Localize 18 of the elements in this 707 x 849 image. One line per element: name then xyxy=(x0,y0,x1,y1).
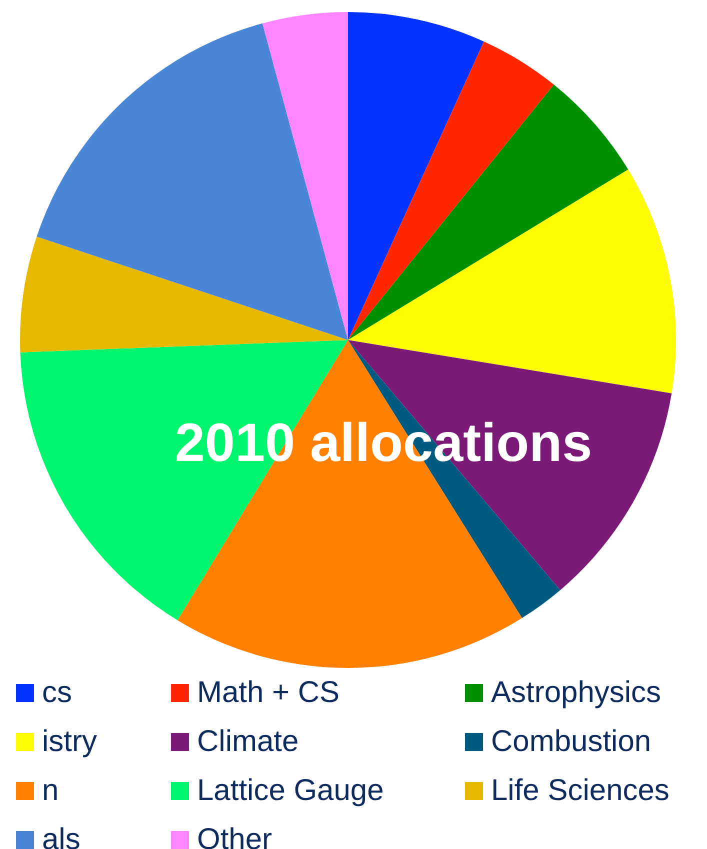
legend-label: Climate xyxy=(197,725,299,759)
pie-slice xyxy=(348,12,484,340)
legend-label: Lattice Gauge xyxy=(197,774,384,808)
pie-slice xyxy=(20,236,348,352)
pie-slice xyxy=(262,12,348,340)
legend-label: Life Sciences xyxy=(491,774,670,808)
legend-label: als xyxy=(42,823,80,849)
pie-slice xyxy=(348,84,628,340)
legend-label: istry xyxy=(42,725,97,759)
legend-label: Combustion xyxy=(491,725,652,759)
pie-slice xyxy=(348,41,554,340)
pie-slice xyxy=(348,170,676,394)
legend-label: cs xyxy=(42,676,72,710)
pie-slice xyxy=(36,23,348,340)
legend-label: Other xyxy=(197,823,272,849)
legend-label: Astrophysics xyxy=(491,676,662,710)
legend-label: n xyxy=(42,774,59,808)
legend-label: Math + CS xyxy=(197,676,340,710)
